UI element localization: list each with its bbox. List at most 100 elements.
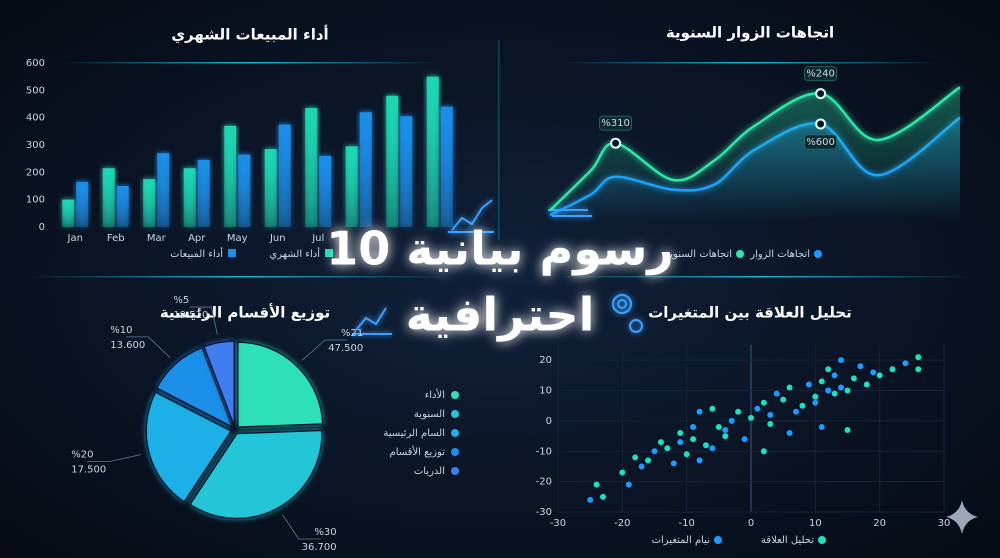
y-tick-label: -20	[536, 477, 552, 488]
bar	[345, 146, 358, 227]
amount-label: 47.500	[328, 343, 363, 354]
legend-label: أداء الشهري	[269, 247, 320, 260]
bar	[305, 108, 318, 227]
divider	[60, 62, 440, 64]
scatter-point	[915, 354, 922, 361]
value-label: %5	[173, 295, 189, 306]
annotation-box	[804, 134, 837, 150]
x-tick-label: Jul	[311, 233, 324, 244]
x-tick-label: Apr	[188, 233, 206, 244]
gear-icon	[612, 294, 643, 333]
scatter-point	[812, 393, 819, 400]
legend-label: توزيع الأقسام	[390, 445, 446, 458]
scatter-point	[812, 399, 819, 406]
legend-dot	[451, 391, 459, 399]
scatter-point	[902, 360, 909, 367]
x-tick-label: 10	[809, 518, 822, 529]
scatter-point	[632, 454, 639, 461]
scatter-point	[645, 457, 652, 464]
divider	[30, 276, 450, 278]
bar	[183, 168, 196, 227]
bar	[157, 153, 170, 227]
scatter-point	[587, 496, 594, 503]
bar	[224, 125, 237, 227]
divider	[560, 62, 940, 64]
sparkle-icon	[946, 500, 978, 534]
scatter-point	[876, 372, 883, 379]
bar	[440, 106, 453, 227]
scatter-point	[709, 445, 716, 452]
scatter-point	[651, 448, 658, 455]
y-tick-label: -30	[536, 507, 552, 518]
x-tick-label: -20	[614, 518, 630, 529]
pie-slice	[202, 340, 236, 427]
leader-line	[282, 514, 321, 540]
scatter-point	[825, 366, 832, 373]
x-tick-label: Jun	[269, 233, 286, 244]
y-tick-label: 500	[26, 85, 45, 96]
bar	[76, 181, 89, 227]
pie-slice	[237, 341, 324, 428]
annotation-label: %310	[601, 118, 630, 129]
scatter-point	[735, 408, 742, 415]
x-tick-label: 0	[748, 518, 754, 529]
legend-swatch	[325, 249, 333, 257]
bar	[264, 149, 277, 227]
legend-label: السنوية	[414, 409, 445, 420]
scatter-point	[722, 427, 729, 434]
area	[550, 87, 960, 220]
x-tick-label: -10	[678, 518, 694, 529]
scatter-point	[767, 420, 774, 427]
x-tick-label: May	[227, 233, 248, 244]
legend-dot	[818, 536, 826, 544]
pie-slice	[155, 346, 234, 429]
amount-label: 17.500	[71, 465, 106, 476]
chart-title: توزيع الأقسام الرئيسية	[160, 304, 330, 322]
x-tick-label: Feb	[107, 233, 125, 244]
scatter-point	[831, 390, 838, 397]
scatter-point	[690, 423, 697, 430]
scatter-point	[844, 387, 851, 394]
scatter-point	[696, 408, 703, 415]
scatter-point	[593, 481, 600, 488]
bar	[116, 186, 129, 227]
scatter-point	[793, 408, 800, 415]
x-tick-label: Jan	[67, 233, 83, 244]
y-tick-label: 300	[26, 140, 45, 151]
y-tick-label: 100	[26, 195, 45, 206]
value-label: %20	[71, 450, 93, 461]
scatter-point	[773, 390, 780, 397]
bar	[238, 154, 251, 227]
y-tick-label: 0	[39, 222, 45, 233]
amount-label: 19.510	[173, 310, 208, 321]
scatter-point	[870, 369, 877, 376]
x-tick-label: 20	[873, 518, 886, 529]
scatter-point	[838, 384, 845, 391]
scatter-point	[670, 460, 677, 467]
scatter-point	[715, 423, 722, 430]
legend-label: أداء المبيعات	[170, 247, 223, 260]
bar	[278, 124, 291, 227]
legend-label: اتجاهات السنوية	[665, 249, 732, 260]
amount-label: 36.700	[302, 542, 337, 553]
scatter-point	[760, 448, 767, 455]
leader-line	[189, 306, 218, 335]
scatter-point	[702, 442, 709, 449]
amount-label: 13.600	[110, 340, 145, 351]
legend-label: تحليل العلاقة	[761, 535, 814, 546]
legend-label: السام الرئيسية	[383, 428, 445, 439]
annotation-label: %600	[806, 137, 835, 148]
scatter-point	[825, 387, 832, 394]
x-tick-label: Mar	[147, 233, 167, 244]
value-label: %10	[110, 325, 132, 336]
scatter-point	[638, 463, 645, 470]
annotation-point	[610, 137, 622, 149]
scatter-point	[677, 430, 684, 437]
scatter-point	[657, 439, 664, 446]
pie-slice	[189, 429, 323, 520]
scatter-point	[741, 436, 748, 443]
scatter-point	[696, 457, 703, 464]
annotation-point	[815, 88, 827, 100]
